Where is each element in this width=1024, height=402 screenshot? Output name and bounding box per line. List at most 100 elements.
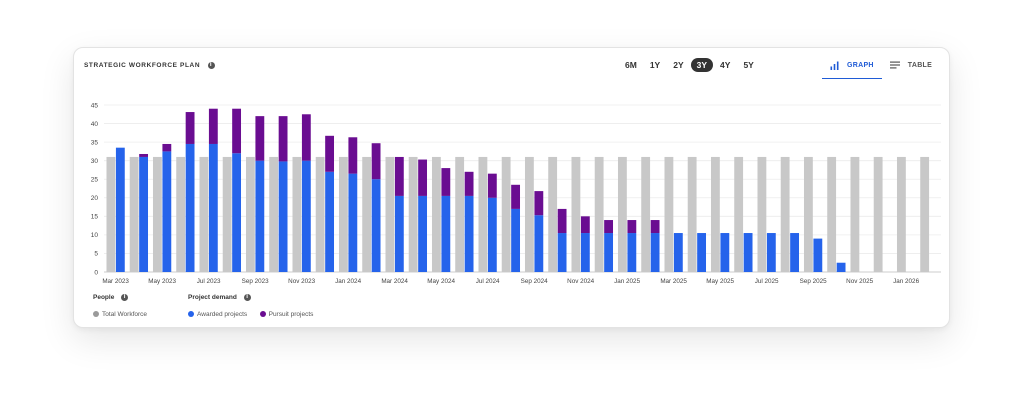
awarded-bar — [232, 153, 242, 272]
x-tick-label: Jan 2026 — [893, 278, 919, 285]
legend-people: People i Total Workforce — [93, 294, 155, 322]
pursuit-bar — [604, 220, 614, 234]
awarded-bar — [441, 195, 451, 272]
awarded-bar — [208, 143, 218, 272]
pursuit-bar — [534, 191, 544, 216]
workforce-bar — [896, 156, 906, 272]
workforce-bar — [641, 156, 651, 272]
workforce-bar — [106, 156, 116, 272]
pursuit-bar — [371, 143, 381, 180]
workforce-bar — [362, 156, 372, 272]
awarded-bar — [115, 147, 125, 272]
awarded-bar — [720, 233, 730, 272]
x-tick-label: May 2025 — [706, 278, 734, 285]
awarded-bar — [487, 197, 497, 272]
y-tick-label: 5 — [94, 251, 98, 258]
range-2y[interactable]: 2Y — [673, 60, 684, 70]
workforce-bar — [571, 156, 581, 272]
range-6m[interactable]: 6M — [625, 60, 637, 70]
pursuit-bar — [418, 159, 428, 196]
pursuit-bar — [394, 156, 404, 196]
legend-swatch-pursuit — [259, 311, 266, 318]
awarded-bar — [511, 208, 521, 272]
legend-item-total-workforce: Total Workforce — [93, 311, 147, 318]
pursuit-bar — [348, 137, 358, 174]
info-icon[interactable]: i — [243, 294, 251, 301]
time-range-selector: 6M 1Y 2Y 3Y 4Y 5Y — [619, 57, 761, 73]
range-5y[interactable]: 5Y — [743, 60, 754, 70]
awarded-bar — [139, 156, 149, 272]
legend-swatch-workforce — [93, 311, 99, 318]
pursuit-bar — [255, 116, 265, 161]
workforce-bar — [524, 156, 534, 272]
legend-people-title-text: People — [93, 294, 115, 302]
x-tick-label: Nov 2024 — [567, 278, 594, 285]
x-tick-label: Mar 2023 — [102, 278, 129, 285]
x-tick-label: May 2024 — [427, 278, 455, 285]
x-tick-label: Jul 2023 — [197, 278, 221, 285]
range-4y[interactable]: 4Y — [720, 60, 731, 70]
workforce-bar — [222, 156, 232, 272]
table-tab-label: TABLE — [907, 61, 933, 69]
workforce-bar — [827, 156, 837, 272]
pursuit-bar — [301, 114, 311, 161]
table-tab[interactable]: TABLE — [882, 56, 940, 78]
info-icon[interactable]: i — [121, 294, 129, 301]
workforce-bar-chart: 0 5 10 15 20 25 30 35 40 45 Mar 2023 May 2023 Jul 20… — [91, 102, 941, 285]
legend-demand: Project demand i Awarded projects Pursui… — [188, 294, 321, 322]
workforce-bar — [129, 156, 139, 272]
range-1y[interactable]: 1Y — [649, 60, 661, 70]
pursuit-bar — [650, 220, 660, 234]
legend: People i Total Workforce Project demand … — [93, 294, 354, 322]
legend-swatch-awarded — [188, 311, 195, 318]
x-tick-label: Sep 2025 — [800, 278, 827, 285]
y-tick-label: 40 — [91, 121, 99, 128]
pursuit-bar — [325, 135, 335, 172]
awarded-bar — [162, 151, 172, 272]
awarded-bar — [394, 195, 404, 272]
workforce-bar — [920, 156, 930, 272]
workforce-plan-card: STRATEGIC WORKFORCE PLAN i 6M 1Y 2Y 3Y 4… — [73, 47, 950, 328]
awarded-bar — [697, 233, 707, 272]
legend-label: Awarded projects — [197, 310, 248, 318]
x-tick-label: Mar 2024 — [381, 278, 408, 285]
y-tick-label: 45 — [91, 102, 99, 109]
view-toggle: GRAPH TABLE — [822, 56, 940, 79]
x-tick-label: Mar 2025 — [660, 278, 687, 285]
workforce-bar — [338, 156, 348, 272]
y-tick-label: 10 — [91, 232, 99, 239]
legend-item-pursuit: Pursuit projects — [259, 311, 313, 318]
x-tick-label: Nov 2025 — [846, 278, 873, 285]
awarded-bar — [371, 179, 381, 272]
pursuit-bar — [487, 173, 497, 198]
y-tick-label: 0 — [94, 269, 98, 276]
pursuit-bar — [441, 168, 451, 196]
workforce-bar — [385, 156, 395, 272]
x-tick-label: Sep 2023 — [242, 278, 269, 285]
pursuit-bar — [162, 143, 172, 152]
y-tick-label: 25 — [91, 177, 99, 184]
info-icon[interactable]: i — [207, 62, 215, 69]
awarded-bar — [836, 262, 846, 272]
x-tick-label: Jan 2025 — [614, 278, 640, 285]
lines-icon — [889, 61, 900, 69]
awarded-bar — [766, 233, 776, 272]
awarded-bar — [557, 233, 567, 272]
workforce-bar — [710, 156, 720, 272]
workforce-bar — [687, 156, 697, 272]
workforce-bar — [431, 156, 441, 272]
awarded-bar — [813, 238, 823, 272]
graph-tab[interactable]: GRAPH — [822, 56, 882, 79]
awarded-bar — [255, 160, 265, 272]
workforce-bar — [408, 156, 418, 272]
workforce-bar — [803, 156, 813, 272]
workforce-bar — [315, 156, 325, 272]
y-tick-label: 15 — [91, 214, 99, 221]
x-tick-label: May 2023 — [148, 278, 176, 285]
range-3y[interactable]: 3Y — [690, 58, 714, 72]
pursuit-bar — [232, 108, 242, 154]
awarded-bar — [534, 215, 544, 272]
legend-item-awarded: Awarded projects — [188, 311, 247, 318]
awarded-bar — [627, 233, 637, 272]
workforce-bar — [152, 156, 162, 272]
